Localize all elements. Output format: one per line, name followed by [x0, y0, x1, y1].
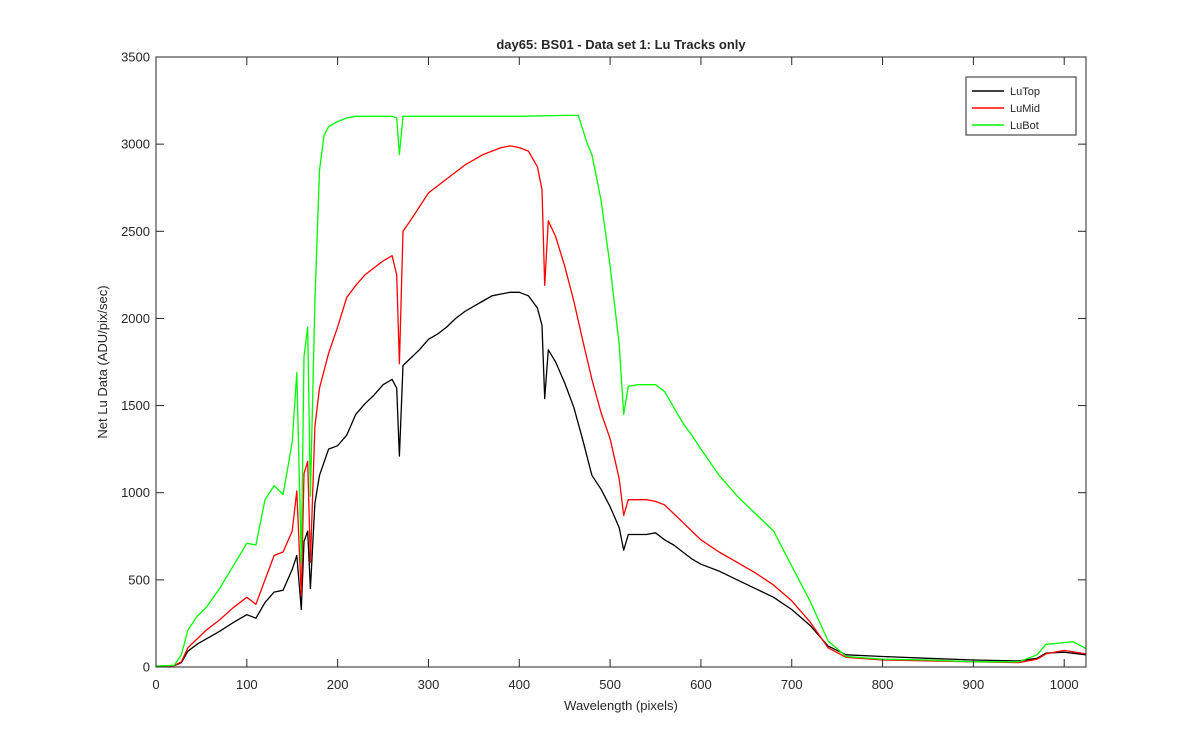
series-line-lubot [155, 114, 1087, 667]
chart-title: day65: BS01 - Data set 1: Lu Tracks only [496, 37, 746, 52]
y-axis-label: Net Lu Data (ADU/pix/sec) [95, 285, 110, 438]
y-tick-label: 1500 [121, 398, 150, 413]
x-tick-label: 400 [508, 677, 530, 692]
series-layer [155, 114, 1087, 667]
x-tick-label: 200 [327, 677, 349, 692]
x-tick-label: 300 [418, 677, 440, 692]
x-tick-label: 600 [690, 677, 712, 692]
series-line-lumid [155, 145, 1087, 667]
legend-label-lumid: LuMid [1010, 103, 1040, 115]
x-tick-label: 0 [152, 677, 159, 692]
x-tick-label: 100 [236, 677, 258, 692]
axes-layer [155, 56, 1087, 668]
y-axis: 0 500 1000 1500 2000 2500 3000 3500 [121, 50, 1086, 675]
x-tick-label: 500 [599, 677, 621, 692]
axes-box [155, 56, 1087, 668]
x-tick-label: 700 [781, 677, 803, 692]
y-tick-label: 3000 [121, 137, 150, 152]
x-tick-label: 900 [963, 677, 985, 692]
x-tick-label: 800 [872, 677, 894, 692]
legend-label-lubot: LuBot [1010, 120, 1039, 132]
y-tick-label: 1000 [121, 485, 150, 500]
plot-area [156, 57, 1086, 667]
x-axis-label: Wavelength (pixels) [564, 698, 678, 713]
y-tick-label: 3500 [121, 50, 150, 65]
x-tick-label: 1000 [1050, 677, 1079, 692]
y-tick-label: 2500 [121, 224, 150, 239]
x-axis: 0 100 200 300 400 500 600 700 800 900 1000 [152, 57, 1079, 692]
legend: LuTop LuMid LuBot [965, 76, 1077, 136]
legend-label-lutop: LuTop [1010, 86, 1040, 98]
y-tick-label: 500 [128, 572, 150, 587]
y-tick-label: 0 [143, 660, 150, 675]
y-tick-label: 2000 [121, 311, 150, 326]
series-line-lutop [155, 291, 1087, 667]
